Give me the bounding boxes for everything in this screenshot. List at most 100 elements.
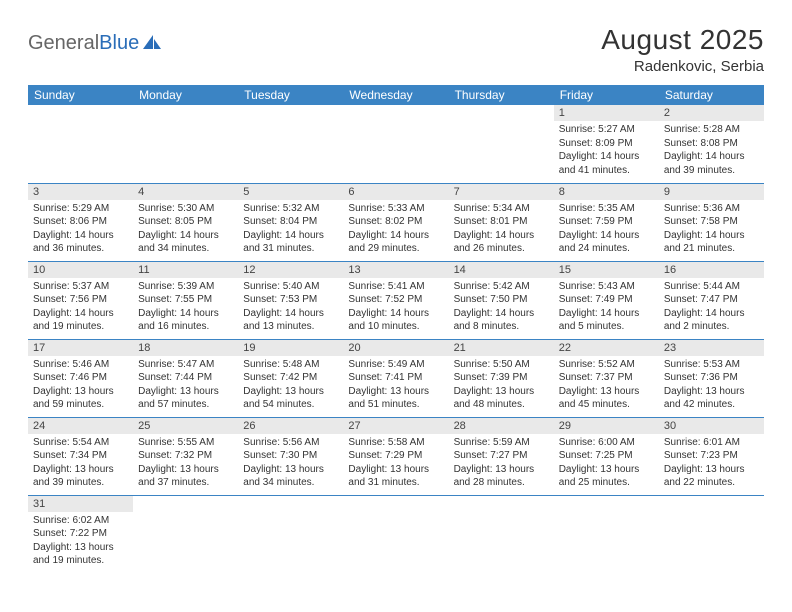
day-body: Sunrise: 5:33 AMSunset: 8:02 PMDaylight:… [343,200,448,260]
calendar-cell-empty [659,495,764,573]
sunrise-text: Sunrise: 5:30 AM [138,202,233,216]
day-number: 4 [133,184,238,200]
day-number: 18 [133,340,238,356]
sunrise-text: Sunrise: 6:02 AM [33,514,128,528]
day-body: Sunrise: 5:36 AMSunset: 7:58 PMDaylight:… [659,200,764,260]
day-body: Sunrise: 5:47 AMSunset: 7:44 PMDaylight:… [133,356,238,416]
sunset-text: Sunset: 7:27 PM [454,449,549,463]
sunset-text: Sunset: 7:50 PM [454,293,549,307]
month-title: August 2025 [601,24,764,56]
day-body: Sunrise: 5:39 AMSunset: 7:55 PMDaylight:… [133,278,238,338]
sunset-text: Sunset: 7:44 PM [138,371,233,385]
brand-part1: General [28,32,99,55]
sunset-text: Sunset: 8:01 PM [454,215,549,229]
calendar-body: 1Sunrise: 5:27 AMSunset: 8:09 PMDaylight… [28,105,764,573]
day-body: Sunrise: 5:37 AMSunset: 7:56 PMDaylight:… [28,278,133,338]
day-number: 22 [554,340,659,356]
sunrise-text: Sunrise: 5:36 AM [664,202,759,216]
daylight-text: Daylight: 13 hours and 42 minutes. [664,385,759,412]
calendar-cell: 15Sunrise: 5:43 AMSunset: 7:49 PMDayligh… [554,261,659,339]
daylight-text: Daylight: 14 hours and 31 minutes. [243,229,338,256]
sunrise-text: Sunrise: 5:48 AM [243,358,338,372]
calendar-cell: 19Sunrise: 5:48 AMSunset: 7:42 PMDayligh… [238,339,343,417]
sunset-text: Sunset: 8:06 PM [33,215,128,229]
weekday-header: Friday [554,85,659,105]
sunset-text: Sunset: 7:53 PM [243,293,338,307]
daylight-text: Daylight: 14 hours and 41 minutes. [559,150,654,177]
day-body: Sunrise: 5:52 AMSunset: 7:37 PMDaylight:… [554,356,659,416]
day-body: Sunrise: 5:58 AMSunset: 7:29 PMDaylight:… [343,434,448,494]
sunset-text: Sunset: 7:34 PM [33,449,128,463]
calendar-cell-empty [449,105,554,183]
calendar-cell: 31Sunrise: 6:02 AMSunset: 7:22 PMDayligh… [28,495,133,573]
day-number: 31 [28,496,133,512]
sunset-text: Sunset: 7:30 PM [243,449,338,463]
day-body: Sunrise: 6:02 AMSunset: 7:22 PMDaylight:… [28,512,133,572]
calendar-cell: 10Sunrise: 5:37 AMSunset: 7:56 PMDayligh… [28,261,133,339]
calendar-cell: 6Sunrise: 5:33 AMSunset: 8:02 PMDaylight… [343,183,448,261]
day-number: 23 [659,340,764,356]
sunrise-text: Sunrise: 5:58 AM [348,436,443,450]
day-body: Sunrise: 5:32 AMSunset: 8:04 PMDaylight:… [238,200,343,260]
calendar-cell: 24Sunrise: 5:54 AMSunset: 7:34 PMDayligh… [28,417,133,495]
day-body: Sunrise: 5:48 AMSunset: 7:42 PMDaylight:… [238,356,343,416]
calendar-cell: 9Sunrise: 5:36 AMSunset: 7:58 PMDaylight… [659,183,764,261]
weekday-header-row: SundayMondayTuesdayWednesdayThursdayFrid… [28,85,764,105]
calendar-cell: 2Sunrise: 5:28 AMSunset: 8:08 PMDaylight… [659,105,764,183]
day-number: 12 [238,262,343,278]
sunrise-text: Sunrise: 5:59 AM [454,436,549,450]
day-body: Sunrise: 5:27 AMSunset: 8:09 PMDaylight:… [554,121,659,181]
title-block: August 2025 Radenkovic, Serbia [601,24,764,75]
day-number: 19 [238,340,343,356]
daylight-text: Daylight: 14 hours and 5 minutes. [559,307,654,334]
day-number: 27 [343,418,448,434]
sunrise-text: Sunrise: 5:55 AM [138,436,233,450]
brand-part2: Blue [99,32,139,55]
sunset-text: Sunset: 8:09 PM [559,137,654,151]
sunrise-text: Sunrise: 5:40 AM [243,280,338,294]
calendar-row: 31Sunrise: 6:02 AMSunset: 7:22 PMDayligh… [28,495,764,573]
calendar-cell-empty [238,495,343,573]
sunset-text: Sunset: 7:49 PM [559,293,654,307]
sunset-text: Sunset: 7:25 PM [559,449,654,463]
sunrise-text: Sunrise: 5:49 AM [348,358,443,372]
day-body: Sunrise: 5:42 AMSunset: 7:50 PMDaylight:… [449,278,554,338]
sunset-text: Sunset: 7:36 PM [664,371,759,385]
daylight-text: Daylight: 13 hours and 28 minutes. [454,463,549,490]
daylight-text: Daylight: 14 hours and 21 minutes. [664,229,759,256]
daylight-text: Daylight: 13 hours and 19 minutes. [33,541,128,568]
day-body: Sunrise: 5:41 AMSunset: 7:52 PMDaylight:… [343,278,448,338]
daylight-text: Daylight: 14 hours and 16 minutes. [138,307,233,334]
day-number: 29 [554,418,659,434]
calendar-row: 3Sunrise: 5:29 AMSunset: 8:06 PMDaylight… [28,183,764,261]
sunrise-text: Sunrise: 5:29 AM [33,202,128,216]
day-number: 21 [449,340,554,356]
calendar-cell-empty [554,495,659,573]
day-body: Sunrise: 5:28 AMSunset: 8:08 PMDaylight:… [659,121,764,181]
day-body: Sunrise: 5:54 AMSunset: 7:34 PMDaylight:… [28,434,133,494]
calendar-cell-empty [238,105,343,183]
day-number: 30 [659,418,764,434]
calendar-cell: 30Sunrise: 6:01 AMSunset: 7:23 PMDayligh… [659,417,764,495]
calendar-cell-empty [449,495,554,573]
calendar-cell: 14Sunrise: 5:42 AMSunset: 7:50 PMDayligh… [449,261,554,339]
calendar-cell: 5Sunrise: 5:32 AMSunset: 8:04 PMDaylight… [238,183,343,261]
daylight-text: Daylight: 14 hours and 10 minutes. [348,307,443,334]
weekday-header: Saturday [659,85,764,105]
sunset-text: Sunset: 7:37 PM [559,371,654,385]
calendar-cell: 8Sunrise: 5:35 AMSunset: 7:59 PMDaylight… [554,183,659,261]
calendar-cell-empty [343,105,448,183]
calendar-row: 17Sunrise: 5:46 AMSunset: 7:46 PMDayligh… [28,339,764,417]
sunset-text: Sunset: 7:42 PM [243,371,338,385]
day-body: Sunrise: 5:55 AMSunset: 7:32 PMDaylight:… [133,434,238,494]
calendar-table: SundayMondayTuesdayWednesdayThursdayFrid… [28,85,764,573]
day-body: Sunrise: 5:29 AMSunset: 8:06 PMDaylight:… [28,200,133,260]
day-number: 9 [659,184,764,200]
daylight-text: Daylight: 14 hours and 19 minutes. [33,307,128,334]
sunrise-text: Sunrise: 5:43 AM [559,280,654,294]
sunset-text: Sunset: 7:55 PM [138,293,233,307]
sunrise-text: Sunrise: 5:56 AM [243,436,338,450]
calendar-cell: 17Sunrise: 5:46 AMSunset: 7:46 PMDayligh… [28,339,133,417]
sunset-text: Sunset: 8:04 PM [243,215,338,229]
calendar-cell: 13Sunrise: 5:41 AMSunset: 7:52 PMDayligh… [343,261,448,339]
